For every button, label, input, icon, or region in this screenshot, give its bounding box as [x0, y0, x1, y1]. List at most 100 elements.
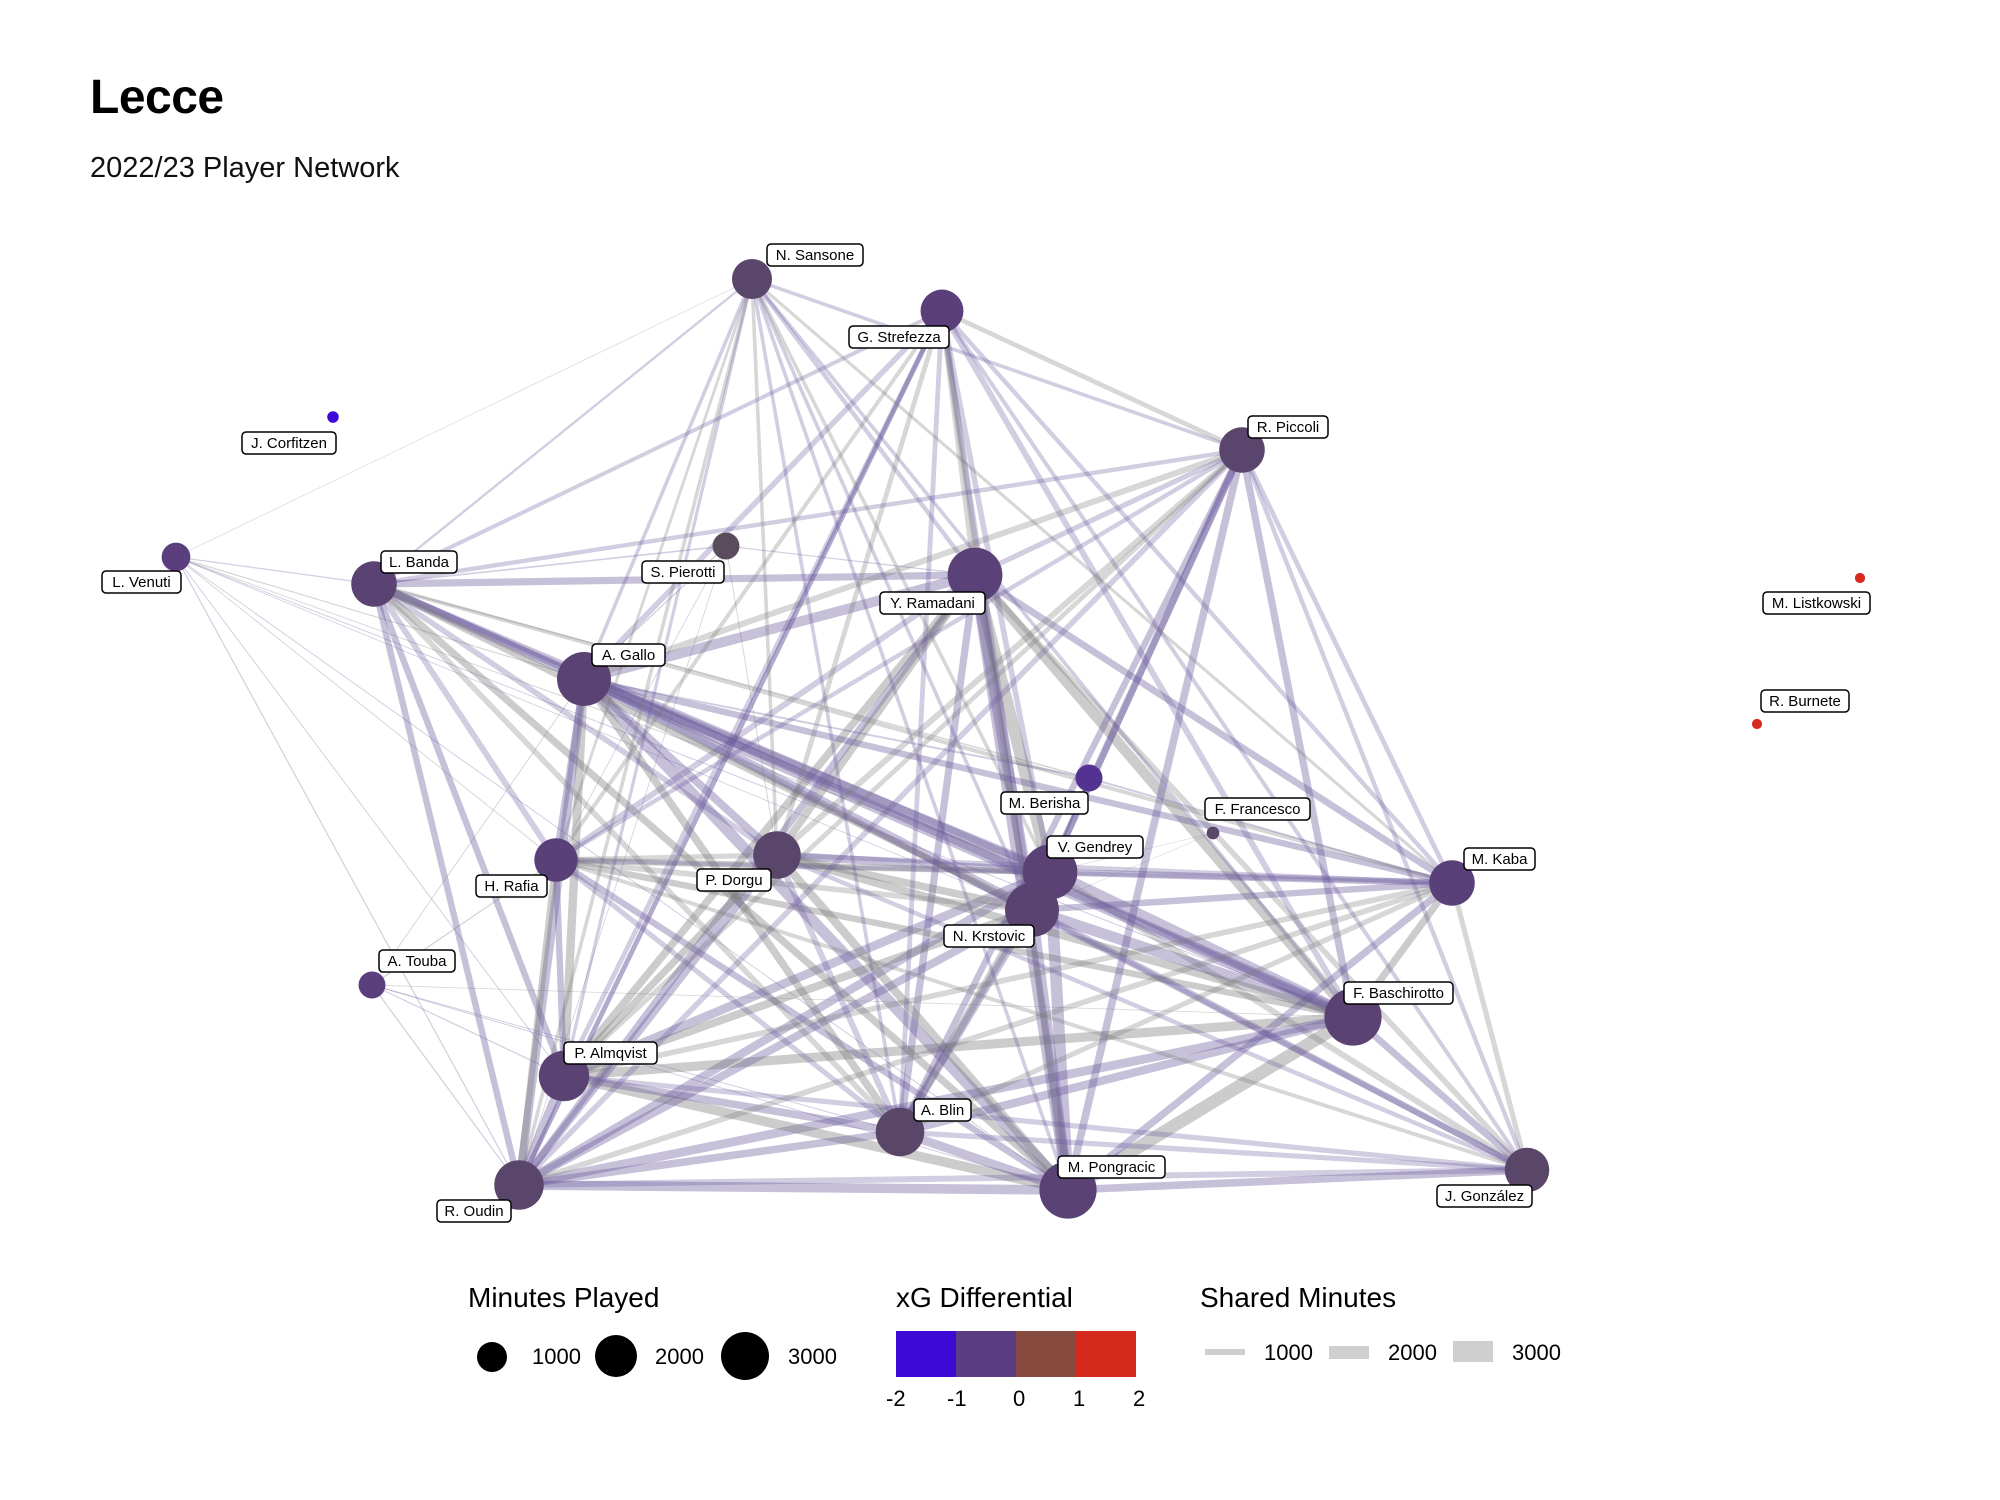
edge-piccoli-gonzalez [1239, 449, 1530, 1171]
edge-gendrey-baschirotto [1047, 866, 1356, 1023]
node-label-box [879, 591, 986, 615]
node-ramadani[interactable] [947, 547, 1003, 603]
edge-kaba-rafia [555, 858, 1453, 885]
edge-piccoli-strefezza [940, 308, 1244, 453]
node-touba[interactable] [358, 971, 386, 999]
edge-sansone-pongracic [750, 278, 1070, 1191]
node-label-text: R. Oudin [444, 1203, 503, 1220]
edge-almqvist-banda [371, 582, 567, 1078]
edge-banda-kaba [373, 582, 1453, 885]
node-gonzalez[interactable] [1504, 1147, 1550, 1193]
node-label-kaba: M. Kaba [1463, 847, 1536, 871]
edge-pierotti-ramadani [725, 545, 976, 576]
edge-krstovic-kaba [1031, 879, 1453, 914]
node-berisha[interactable] [1075, 764, 1103, 792]
edge-touba-almqvist [371, 984, 565, 1077]
edge-venuti-pongracic [175, 556, 1069, 1191]
edge-strefezza-rafia [554, 309, 944, 862]
node-label-box [848, 325, 950, 349]
edge-gendrey-kaba [1049, 868, 1453, 887]
node-label-box [101, 570, 182, 594]
node-label-text: H. Rafia [484, 878, 539, 895]
node-label-baschirotto: F. Baschirotto [1343, 981, 1454, 1005]
node-label-pongracic: M. Pongracic [1057, 1155, 1166, 1179]
edge-ramadani-piccoli [973, 447, 1244, 578]
edge-ramadani-pongracic [969, 574, 1074, 1191]
edge-berisha-gallo [583, 678, 1090, 779]
node-oudin[interactable] [494, 1160, 544, 1210]
edge-venuti-rafia [175, 556, 557, 861]
node-sansone[interactable] [731, 258, 773, 300]
edge-venuti-almqvist [175, 556, 565, 1077]
edge-gallo-banda [372, 579, 586, 684]
edge-banda-rafia [371, 582, 559, 862]
chart-title: Lecce [90, 71, 224, 124]
edge-krstovic-piccoli [1028, 448, 1246, 912]
edge-pongracic-kaba [1065, 880, 1455, 1193]
node-label-text: N. Sansone [776, 247, 854, 264]
node-label-gallo: A. Gallo [591, 643, 666, 667]
edge-dorgu-kaba [776, 852, 1453, 886]
node-label-text: J. Corfitzen [251, 435, 327, 452]
edge-baschirotto-banda [372, 580, 1355, 1021]
edge-strefezza-dorgu [774, 310, 945, 856]
node-label-text: M. Kaba [1472, 851, 1529, 868]
edge-krstovic-rafia [555, 857, 1033, 913]
node-label-touba: A. Touba [378, 949, 456, 973]
edge-banda-dorgu [372, 581, 779, 858]
node-corfitzen[interactable] [327, 411, 339, 423]
edge-banda-piccoli [373, 447, 1243, 587]
edge-kaba-berisha [1088, 777, 1453, 884]
node-krstovic[interactable] [1005, 883, 1059, 937]
edge-krstovic-dorgu [776, 851, 1033, 914]
edge-pongracic-oudin [518, 1180, 1069, 1195]
edge-almqvist-piccoli [562, 448, 1244, 1078]
node-label-ramadani: Y. Ramadani [879, 591, 986, 615]
edge-banda-blin [371, 582, 903, 1134]
edge-baschirotto-gallo [581, 673, 1356, 1023]
edge-pongracic-gonzalez [1067, 1166, 1528, 1194]
edge-ramadani-gonzalez [972, 573, 1530, 1172]
edge-sansone-blin [750, 278, 902, 1133]
node-francesco[interactable] [1206, 826, 1220, 840]
edge-ramadani-kaba [973, 572, 1454, 886]
node-label-box [1463, 847, 1536, 871]
node-kaba[interactable] [1429, 860, 1475, 906]
edge-baschirotto-gonzalez [1350, 1014, 1530, 1173]
node-label-francesco: F. Francesco [1204, 797, 1311, 821]
edge-francesco-krstovic [1031, 832, 1214, 911]
node-burnete[interactable] [1751, 718, 1763, 730]
edge-oudin-strefezza [516, 309, 945, 1187]
node-label-box [913, 1098, 972, 1122]
edge-blin-dorgu [774, 853, 903, 1134]
node-label-text: F. Baschirotto [1353, 985, 1444, 1002]
edge-venuti-krstovic [175, 556, 1033, 911]
node-label-box [563, 1041, 658, 1065]
edge-pongracic-blin [898, 1127, 1070, 1195]
edge-baschirotto-blin [898, 1012, 1355, 1137]
edge-pierotti-dorgu [725, 545, 778, 856]
edge-gallo-kaba [583, 675, 1453, 887]
node-blin[interactable] [875, 1107, 925, 1157]
node-label-text: S. Pierotti [650, 564, 715, 581]
edge-piccoli-dorgu [775, 447, 1244, 858]
edge-strefezza-kaba [940, 309, 1454, 885]
edge-ramadani-blin [896, 574, 979, 1133]
edge-gendrey-gonzalez [1048, 869, 1529, 1173]
node-label-text: P. Dorgu [705, 872, 762, 889]
edge-almqvist-kaba [563, 880, 1453, 1079]
node-venuti[interactable] [161, 542, 191, 572]
node-dorgu[interactable] [753, 831, 801, 879]
node-rafia[interactable] [534, 838, 578, 882]
node-label-box [1046, 835, 1144, 859]
edge-piccoli-kaba [1239, 448, 1455, 885]
node-label-box [696, 868, 772, 892]
node-label-box [943, 924, 1035, 948]
node-label-strefezza: G. Strefezza [848, 325, 950, 349]
node-strefezza[interactable] [920, 289, 964, 333]
edge-strefezza-gonzalez [940, 309, 1529, 1172]
edge-gendrey-gallo [581, 674, 1053, 877]
node-listkowski[interactable] [1854, 572, 1866, 584]
edge-pongracic-piccoli [1064, 449, 1246, 1191]
node-pierotti[interactable] [712, 532, 740, 560]
